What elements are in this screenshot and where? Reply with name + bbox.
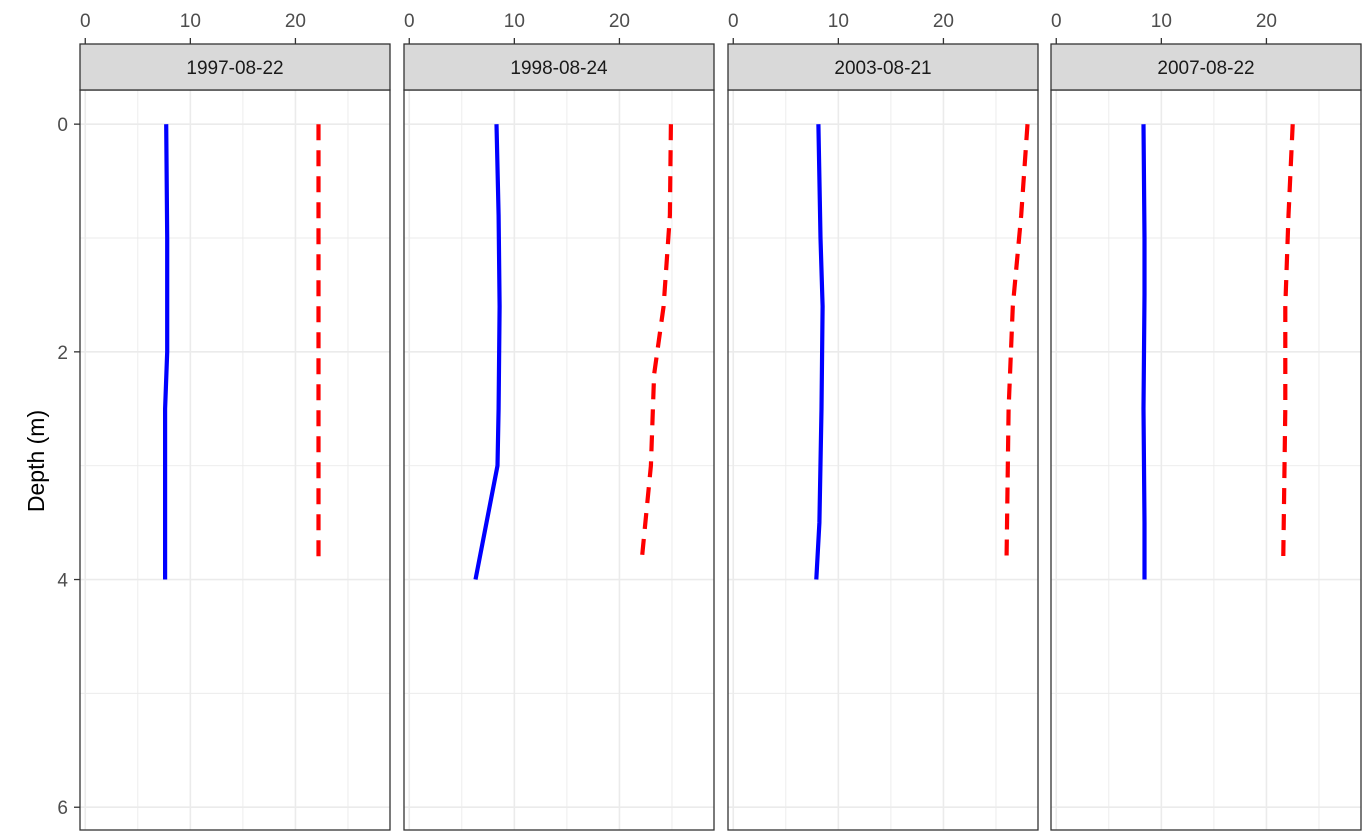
- x-tick-label: 20: [285, 11, 306, 32]
- facet-strip: [727, 43, 1039, 91]
- facet-strip: [1050, 43, 1362, 91]
- facet-strip-label: 1997-08-22: [186, 58, 283, 79]
- y-tick-label: 4: [57, 571, 68, 592]
- x-tick-label: 0: [1051, 11, 1062, 32]
- x-tick-label: 20: [933, 11, 954, 32]
- y-tick-label: 2: [57, 343, 68, 364]
- x-tick-label: 10: [1151, 11, 1172, 32]
- x-tick-label: 10: [828, 11, 849, 32]
- x-tick-label: 10: [180, 11, 201, 32]
- x-tick-label: 10: [504, 11, 525, 32]
- facet-strip-label: 1998-08-24: [510, 58, 608, 79]
- facet-strip: [403, 43, 715, 91]
- facet-panel-1: 1997-08-22 0 10 20 0 2 4 6: [57, 11, 391, 831]
- x-tick-label: 0: [80, 11, 91, 32]
- y-axis-title: Depth (m): [23, 410, 49, 512]
- series-line-dashed: [1281, 124, 1295, 563]
- facet-strip-label: 2003-08-21: [834, 58, 931, 79]
- x-tick-label: 0: [728, 11, 739, 32]
- series-line-solid: [814, 124, 825, 580]
- x-tick-label: 20: [609, 11, 630, 32]
- series-line-dashed: [639, 124, 673, 563]
- x-tick-label: 20: [1256, 11, 1277, 32]
- facet-strip: [79, 43, 391, 91]
- y-tick-label: 6: [57, 798, 68, 819]
- series-line-dashed: [1004, 124, 1030, 563]
- y-tick-label: 0: [57, 115, 68, 136]
- facet-strip-label: 2007-08-22: [1157, 58, 1254, 79]
- series-line-solid: [1141, 124, 1147, 580]
- series-line-solid: [163, 124, 170, 580]
- facet-panel-2: 1998-08-24 0 10 20: [403, 11, 715, 831]
- facet-panel-3: 2003-08-21 0 10 20: [727, 11, 1039, 831]
- x-tick-label: 0: [404, 11, 415, 32]
- series-line-solid: [473, 124, 502, 580]
- facet-panel-4: 2007-08-22 0 10 20: [1050, 11, 1362, 831]
